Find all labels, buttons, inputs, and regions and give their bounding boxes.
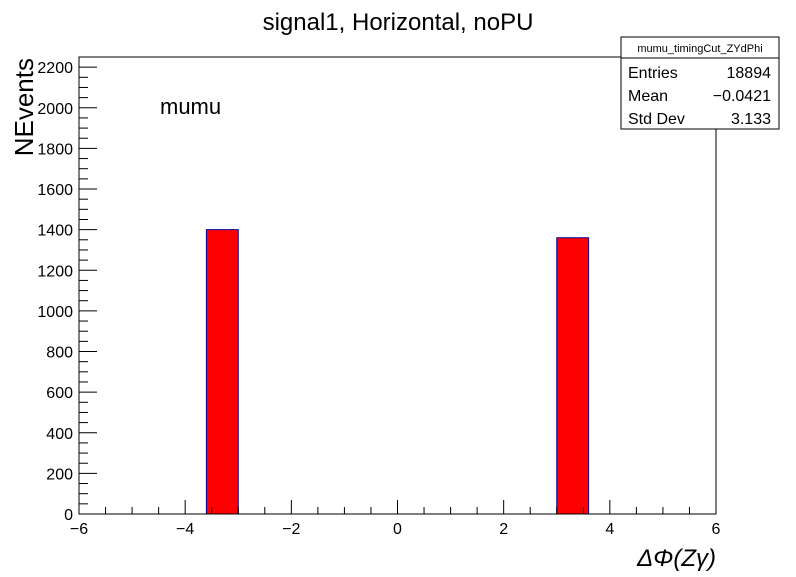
histogram-bar-1 <box>556 237 590 515</box>
bars-layer <box>205 229 590 515</box>
y-tick-label: 1800 <box>37 141 73 158</box>
x-tick-label: 2 <box>499 521 508 538</box>
y-axis-label: NEvents <box>9 58 39 156</box>
stats-mean-value: −0.0421 <box>713 88 771 105</box>
x-tick-label: 4 <box>605 521 614 538</box>
plot-frame <box>78 56 717 515</box>
channel-annotation: mumu <box>160 94 221 119</box>
stats-stddev-label: Std Dev <box>628 111 685 128</box>
y-tick-label: 1000 <box>37 304 73 321</box>
x-tick-label: −6 <box>70 521 88 538</box>
histogram-bar-0 <box>205 229 239 515</box>
stats-entries-label: Entries <box>628 65 678 82</box>
y-tick-label: 2200 <box>37 60 73 77</box>
y-tick-label: 1200 <box>37 263 73 280</box>
stats-box-title: mumu_timingCut_ZYdPhi <box>637 43 762 55</box>
stats-box-frame <box>620 36 780 130</box>
x-axis-label: ΔΦ(Zγ) <box>636 545 716 572</box>
y-tick-label: 2000 <box>37 101 73 118</box>
x-tick-label: −2 <box>282 521 300 538</box>
stats-box: mumu_timingCut_ZYdPhi Entries 18894 Mean… <box>620 36 780 130</box>
y-tick-label: 1400 <box>37 223 73 240</box>
y-tick-label: 0 <box>64 507 73 524</box>
chart-title: signal1, Horizontal, noPU <box>263 9 534 36</box>
y-tick-label: 800 <box>46 345 73 362</box>
y-tick-label: 400 <box>46 426 73 443</box>
x-tick-label: 6 <box>712 521 721 538</box>
stats-stddev-value: 3.133 <box>731 111 771 128</box>
y-tick-label: 1600 <box>37 182 73 199</box>
x-tick-label: 0 <box>393 521 402 538</box>
y-tick-label: 200 <box>46 466 73 483</box>
axes-layer: −6 −4 −2 0 2 4 6 0 200 400 600 800 1000 1200 1400 1600 1… <box>37 56 721 538</box>
stats-mean-label: Mean <box>628 88 668 105</box>
stats-entries-value: 18894 <box>727 65 772 82</box>
y-tick-label: 600 <box>46 385 73 402</box>
x-tick-label: −4 <box>176 521 194 538</box>
